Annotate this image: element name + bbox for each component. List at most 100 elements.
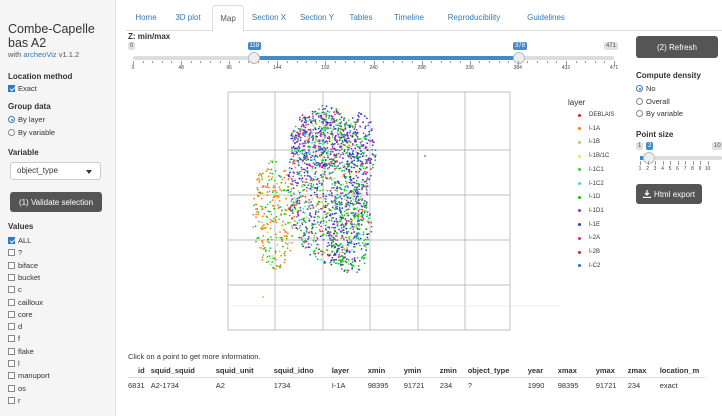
data-point[interactable] [348, 119, 350, 121]
data-point[interactable] [354, 138, 357, 141]
data-point[interactable] [310, 136, 313, 138]
data-point[interactable] [261, 205, 263, 208]
data-point[interactable] [324, 177, 327, 179]
data-point[interactable] [271, 159, 274, 162]
data-point[interactable] [311, 232, 313, 235]
data-point[interactable] [296, 197, 299, 200]
data-point[interactable] [294, 150, 296, 152]
data-point[interactable] [345, 199, 348, 202]
data-point[interactable] [362, 145, 364, 147]
data-point[interactable] [337, 196, 340, 199]
table-row[interactable]: 6831 A2-1734 A2 1734 I-1A 98395 91721 234? 1990 9… [128, 377, 706, 393]
data-point[interactable] [358, 170, 360, 173]
value-checkbox[interactable]: manuport [8, 371, 50, 380]
data-point[interactable] [315, 135, 317, 138]
data-point[interactable] [352, 265, 355, 267]
data-point[interactable] [343, 256, 345, 259]
data-point[interactable] [298, 191, 301, 194]
data-point[interactable] [356, 160, 359, 162]
data-point[interactable] [343, 150, 346, 152]
tab-reproducibility[interactable]: Reproducibility [447, 13, 501, 22]
data-point[interactable] [360, 181, 363, 183]
data-point[interactable] [304, 150, 307, 153]
data-point[interactable] [350, 170, 353, 173]
data-point[interactable] [356, 218, 359, 221]
data-point[interactable] [340, 246, 343, 249]
data-point[interactable] [356, 120, 359, 123]
data-point[interactable] [352, 214, 354, 216]
data-point[interactable] [326, 204, 329, 207]
data-point[interactable] [347, 263, 350, 266]
data-point[interactable] [339, 167, 342, 170]
data-point[interactable] [365, 256, 367, 259]
data-point[interactable] [312, 178, 315, 181]
data-point[interactable] [304, 126, 307, 129]
data-point[interactable] [289, 170, 292, 172]
data-point[interactable] [289, 161, 291, 163]
data-point[interactable] [308, 237, 311, 239]
data-point[interactable] [258, 246, 261, 249]
data-point[interactable] [328, 138, 331, 140]
data-point[interactable] [262, 242, 264, 244]
data-point[interactable] [343, 123, 346, 126]
data-point[interactable] [352, 190, 354, 193]
data-point[interactable] [347, 154, 349, 157]
data-point[interactable] [355, 175, 358, 177]
data-point[interactable] [283, 176, 286, 179]
data-point[interactable] [253, 204, 255, 207]
refresh-button[interactable]: (2) Refresh [636, 36, 718, 58]
data-point[interactable] [327, 150, 330, 152]
z-slider-handle[interactable] [513, 52, 526, 64]
data-point[interactable] [350, 196, 353, 198]
data-point[interactable] [275, 215, 278, 218]
data-point[interactable] [320, 114, 323, 117]
data-point[interactable] [353, 217, 356, 219]
data-point[interactable] [324, 174, 327, 176]
data-point[interactable] [292, 187, 295, 190]
data-point[interactable] [330, 162, 333, 165]
data-point[interactable] [365, 228, 368, 231]
data-point[interactable] [297, 153, 299, 156]
data-point[interactable] [318, 112, 321, 115]
data-point[interactable] [269, 201, 272, 204]
data-point[interactable] [356, 234, 359, 236]
data-point[interactable] [307, 243, 310, 245]
data-point[interactable] [334, 169, 336, 172]
data-point[interactable] [322, 180, 325, 182]
data-point[interactable] [337, 244, 340, 247]
data-point[interactable] [313, 156, 316, 158]
data-point[interactable] [339, 183, 342, 186]
data-point[interactable] [334, 181, 336, 183]
data-point[interactable] [343, 175, 346, 177]
archeoviz-link[interactable]: archeoViz [23, 50, 57, 59]
data-point[interactable] [280, 181, 283, 184]
data-point[interactable] [312, 239, 315, 242]
data-point[interactable] [307, 116, 309, 119]
data-point[interactable] [366, 177, 369, 179]
data-point[interactable] [255, 213, 257, 216]
data-point[interactable] [264, 249, 267, 251]
data-point[interactable] [339, 137, 342, 140]
data-point[interactable] [352, 150, 354, 152]
data-point[interactable] [307, 141, 309, 144]
data-point[interactable] [297, 190, 300, 192]
data-point[interactable] [305, 246, 307, 249]
data-point[interactable] [349, 202, 352, 205]
data-point[interactable] [291, 203, 293, 206]
data-point[interactable] [341, 249, 343, 251]
data-point[interactable] [293, 160, 296, 163]
data-point[interactable] [330, 234, 333, 237]
data-point[interactable] [356, 138, 359, 140]
data-point[interactable] [343, 188, 346, 191]
data-point[interactable] [303, 158, 306, 160]
value-checkbox[interactable]: cailloux [8, 298, 43, 307]
data-point[interactable] [368, 217, 370, 220]
data-point[interactable] [322, 127, 325, 129]
data-point[interactable] [349, 153, 351, 156]
legend-marker[interactable] [578, 154, 581, 158]
data-point[interactable] [358, 202, 360, 205]
data-point[interactable] [301, 236, 304, 239]
data-point[interactable] [268, 186, 270, 189]
data-point[interactable] [321, 201, 324, 203]
data-point[interactable] [318, 180, 320, 183]
